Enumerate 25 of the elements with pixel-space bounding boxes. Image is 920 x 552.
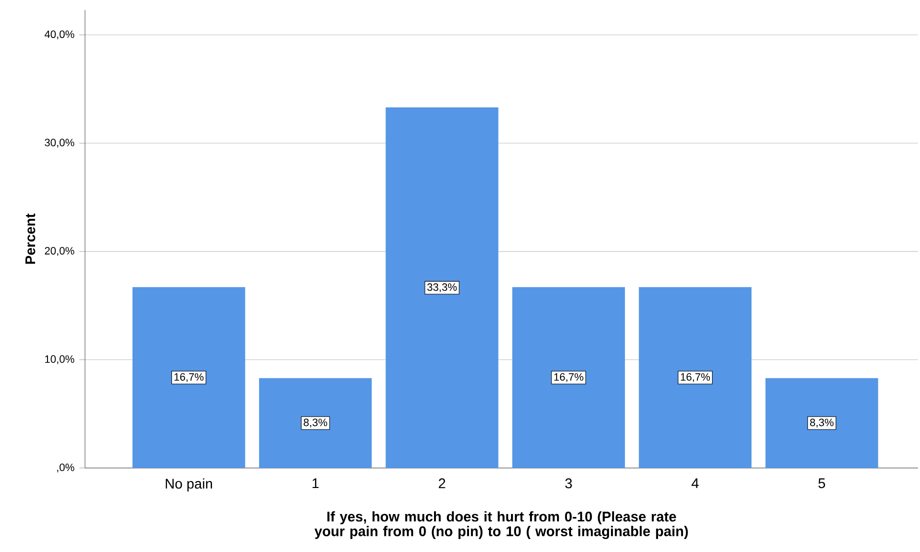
x-tick-label: 3 (565, 478, 572, 488)
bar (512, 287, 625, 468)
y-tick-label: 20,0% (44, 247, 74, 256)
y-tick-label: 30,0% (44, 138, 74, 148)
data-label: 16,7% (680, 373, 710, 382)
bar (638, 287, 752, 468)
y-tick-label: ,0% (57, 464, 74, 472)
x-tick-label: 5 (818, 478, 826, 488)
data-label: 8,3% (304, 418, 328, 428)
y-tick-label: 10,0% (45, 355, 74, 364)
x-tick-label: 2 (438, 478, 446, 488)
x-tick-label: 1 (312, 478, 319, 488)
x-tick-label: 4 (692, 478, 699, 488)
data-label: 33,3% (427, 283, 457, 292)
data-label: 16,7% (174, 373, 204, 382)
bar (386, 107, 498, 468)
bar (765, 378, 878, 468)
bar (132, 287, 246, 468)
x-axis-title: If yes, how much does it hurt from 0-10 (Please rate your pain from 0 (no pin) to 10 ( worst imaginable pain) (314, 511, 688, 540)
y-tick-label: 40,0% (44, 30, 74, 40)
data-label: 16,7% (554, 373, 584, 382)
x-tick-label: No pain (166, 478, 212, 492)
y-axis-title: Percent (25, 213, 36, 264)
bar (259, 378, 372, 468)
data-label: 8,3% (810, 418, 834, 428)
